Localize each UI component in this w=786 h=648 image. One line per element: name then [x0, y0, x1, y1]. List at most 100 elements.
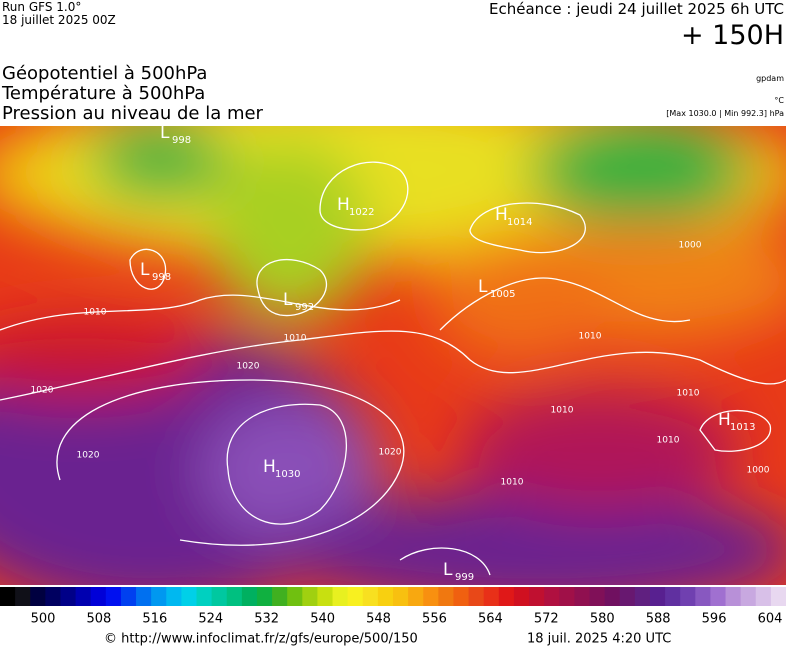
colorbar-tick: 532 — [254, 612, 279, 627]
swatch — [695, 587, 711, 606]
swatch — [377, 587, 394, 606]
center-type: H — [495, 205, 508, 225]
swatch — [181, 587, 197, 606]
colorbar-tick: 572 — [534, 612, 559, 627]
unit: gpdam — [756, 74, 784, 83]
isobar-label: 1010 — [677, 389, 700, 399]
swatch — [30, 587, 46, 606]
valid-time: Echéance : jeudi 24 juillet 2025 6h UTC — [489, 0, 784, 18]
center-type: H — [263, 457, 276, 477]
swatch — [120, 587, 137, 606]
swatch — [45, 587, 61, 606]
swatch — [272, 587, 288, 606]
swatch — [529, 587, 545, 606]
center-type: H — [337, 195, 350, 215]
lead-time: + 150H — [680, 20, 784, 51]
swatch — [317, 587, 334, 606]
swatch — [408, 587, 424, 606]
swatch — [634, 587, 651, 606]
isobar-label: 1000 — [747, 466, 770, 476]
isobar-label: 1020 — [379, 448, 402, 458]
footer-source: © http://www.infoclimat.fr/z/gfs/europe/… — [104, 632, 418, 647]
center-type: L — [140, 260, 150, 280]
swatch — [332, 587, 349, 606]
title: Pression au niveau de la mer — [2, 103, 263, 124]
title: Température à 500hPa — [2, 83, 206, 104]
isobar-label: 1020 — [31, 386, 54, 396]
center-type: L — [478, 277, 488, 297]
swatch — [438, 587, 454, 606]
swatch — [347, 587, 364, 606]
swatch — [589, 587, 606, 606]
colorbar-tick: 508 — [87, 612, 112, 627]
swatch — [498, 587, 515, 606]
swatch — [136, 587, 152, 606]
center-value: 1022 — [349, 207, 374, 218]
isobar-label: 1000 — [679, 241, 702, 251]
center-value: 998 — [152, 272, 171, 283]
swatch — [680, 587, 696, 606]
swatch — [770, 587, 786, 606]
swatch — [453, 587, 470, 606]
run: Run GFS 1.0° — [2, 0, 82, 14]
isobar-label: 1010 — [657, 436, 680, 446]
swatch — [574, 587, 590, 606]
swatch — [226, 587, 243, 606]
swatch — [423, 587, 439, 606]
swatch — [105, 587, 122, 606]
center-type: L — [160, 123, 170, 143]
center-value: 1013 — [730, 422, 755, 433]
colorbar-tick: 524 — [198, 612, 223, 627]
colorbar-tick: 500 — [31, 612, 56, 627]
run-date: 18 juillet 2025 00Z — [2, 13, 116, 27]
colorbar-tick: 604 — [758, 612, 783, 627]
center-value: 1005 — [490, 289, 515, 300]
swatch — [211, 587, 228, 606]
swatch — [0, 587, 16, 606]
isobar-label: 1010 — [579, 332, 602, 342]
unit: [Max 1030.0 | Min 992.3] hPa — [666, 109, 784, 118]
isobar-label: 1010 — [501, 478, 524, 488]
swatch — [544, 587, 560, 606]
isobar-label: 1020 — [77, 451, 100, 461]
colorbar-tick: 516 — [142, 612, 167, 627]
center-value: 999 — [455, 572, 474, 583]
swatch — [241, 587, 258, 606]
center-value: 998 — [172, 135, 191, 146]
isobar-label: 1020 — [237, 362, 260, 372]
swatch — [166, 587, 182, 606]
swatch — [90, 587, 107, 606]
swatch — [75, 587, 92, 606]
colorbar-tick: 588 — [646, 612, 671, 627]
colorbar-tick: 564 — [478, 612, 503, 627]
swatch — [362, 587, 379, 606]
swatch — [740, 587, 757, 606]
swatch — [468, 587, 485, 606]
colorbar-tick: 580 — [590, 612, 615, 627]
isobar-label: 1010 — [551, 406, 574, 416]
swatch — [15, 587, 31, 606]
colorbar-tick: 540 — [310, 612, 335, 627]
isobar-label: 1010 — [84, 308, 107, 318]
swatch — [196, 587, 213, 606]
colorbar-tick: 596 — [702, 612, 727, 627]
isobar-label: 1010 — [284, 334, 307, 344]
field — [0, 126, 786, 585]
swatch — [559, 587, 575, 606]
swatch — [665, 587, 681, 606]
swatch — [649, 587, 666, 606]
center-value: 1014 — [507, 217, 532, 228]
swatch — [302, 587, 318, 606]
center-type: L — [443, 560, 453, 580]
swatch — [60, 587, 77, 606]
swatch — [725, 587, 742, 606]
swatch — [513, 587, 530, 606]
center-value: 992 — [295, 302, 314, 313]
colorbar-tick: 556 — [422, 612, 447, 627]
swatch — [393, 587, 409, 606]
footer-issued: 18 juil. 2025 4:20 UTC — [527, 632, 671, 647]
swatch — [287, 587, 303, 606]
swatch — [604, 587, 621, 606]
